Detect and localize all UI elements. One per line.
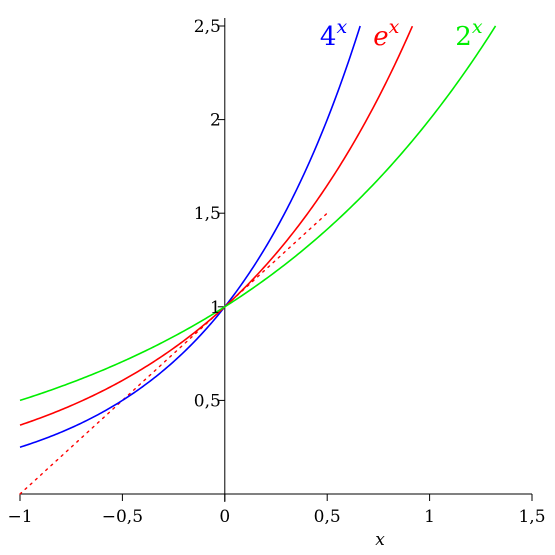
curve-e-pow-x [19,25,414,426]
series-label: ex [373,16,399,52]
series-label-exponent: x [336,16,347,38]
curve-4-pow-x [19,25,361,448]
series-label-exponent: x [472,16,483,38]
y-tick-label: 1 [210,298,221,318]
x-tick-label: −1 [7,507,32,527]
axes [19,18,533,502]
series-label: 2x [455,16,483,52]
series-label-base: e [373,22,388,52]
x-tick-label: −0,5 [102,507,143,527]
x-tick-label: 1 [424,507,435,527]
y-tick-label: 2,5 [194,17,221,37]
curves [19,25,497,495]
x-axis-label: x [375,530,385,550]
series-label-base: 2 [455,22,472,52]
series-label: 4x [320,16,348,52]
series-label-exponent: x [389,16,400,38]
tick-labels: −1 −0,5 0 0,5 1 1,5 0,5 1 1,5 2 2,5 [7,17,545,527]
y-tick-label: 0,5 [194,391,221,411]
x-tick-label: 0,5 [314,507,341,527]
x-tick-label: 1,5 [518,507,545,527]
x-tick-label: 0 [219,507,230,527]
series-labels: 4x ex 2x [320,16,483,52]
tangent-line [19,212,328,495]
y-tick-label: 1,5 [194,204,221,224]
y-tick-label: 2 [210,111,221,131]
series-label-base: 4 [320,22,337,52]
curve-2-pow-x [19,25,497,402]
